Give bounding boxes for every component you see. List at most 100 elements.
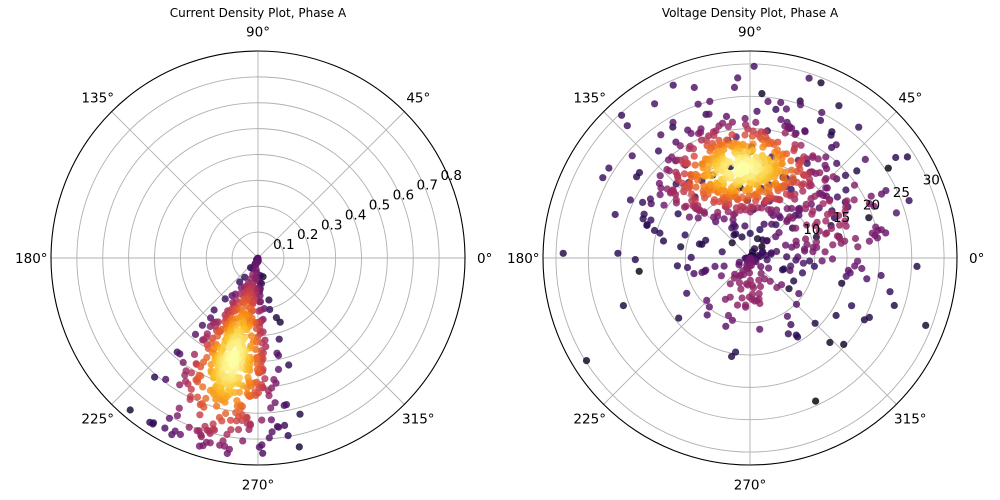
scatter-point bbox=[692, 183, 700, 191]
voltage-tick-labels: 0° 45° 90° 135° 180° 225° 270° 315° 10 15 20 25 30 bbox=[507, 24, 984, 493]
scatter-point bbox=[751, 167, 759, 175]
angular-tick-label: 135° bbox=[81, 91, 114, 107]
scatter-point bbox=[877, 190, 886, 198]
scatter-point bbox=[267, 404, 275, 412]
scatter-point bbox=[623, 122, 631, 130]
scatter-point bbox=[790, 147, 798, 155]
scatter-point bbox=[255, 443, 263, 451]
angular-grid-spoke bbox=[257, 111, 405, 259]
scatter-point bbox=[799, 259, 808, 267]
scatter-point bbox=[848, 302, 856, 310]
scatter-point bbox=[886, 288, 894, 296]
scatter-point bbox=[702, 136, 710, 144]
scatter-point bbox=[803, 221, 811, 229]
scatter-point bbox=[258, 347, 266, 355]
scatter-point bbox=[181, 371, 189, 379]
angular-tick-label: 0° bbox=[969, 251, 984, 267]
scatter-point bbox=[626, 196, 635, 204]
scatter-point bbox=[718, 248, 726, 256]
scatter-point bbox=[660, 201, 668, 209]
scatter-point bbox=[812, 397, 820, 405]
scatter-point bbox=[832, 311, 840, 320]
scatter-point bbox=[763, 256, 771, 264]
scatter-point bbox=[176, 350, 184, 358]
radial-tick-label: 20 bbox=[863, 198, 880, 214]
current-tick-labels: 0° 45° 90° 135° 180° 225° 270° 315° 0.10.20.30.4… bbox=[15, 24, 492, 493]
scatter-point bbox=[640, 210, 648, 218]
scatter-point bbox=[680, 170, 689, 178]
scatter-point bbox=[745, 269, 754, 277]
scatter-point bbox=[682, 202, 690, 210]
scatter-point bbox=[274, 365, 283, 373]
scatter-point bbox=[782, 241, 790, 249]
scatter-point bbox=[841, 207, 849, 215]
scatter-point bbox=[628, 152, 636, 160]
scatter-point bbox=[732, 230, 740, 238]
scatter-point bbox=[802, 235, 810, 243]
scatter-point bbox=[179, 358, 187, 367]
scatter-point bbox=[687, 129, 695, 137]
scatter-point bbox=[810, 262, 819, 270]
scatter-point bbox=[773, 247, 781, 256]
scatter-point bbox=[694, 214, 702, 222]
scatter-point bbox=[877, 271, 885, 280]
angular-tick-label: 180° bbox=[507, 251, 540, 267]
angular-tick-label: 0° bbox=[477, 251, 492, 267]
scatter-point bbox=[825, 197, 834, 205]
scatter-point bbox=[760, 220, 768, 228]
scatter-point bbox=[582, 357, 591, 365]
scatter-point bbox=[803, 240, 811, 249]
scatter-point bbox=[669, 81, 677, 89]
scatter-point bbox=[656, 191, 664, 199]
scatter-point bbox=[681, 231, 689, 239]
scatter-point bbox=[717, 272, 726, 280]
scatter-point bbox=[816, 116, 825, 124]
current-scatter-points bbox=[126, 254, 304, 458]
scatter-point bbox=[222, 409, 230, 418]
scatter-point bbox=[755, 276, 763, 284]
scatter-point bbox=[850, 196, 858, 204]
scatter-point bbox=[785, 285, 793, 293]
scatter-point bbox=[795, 290, 803, 298]
scatter-point bbox=[270, 376, 278, 384]
scatter-point bbox=[690, 83, 698, 92]
angular-tick-label: 180° bbox=[15, 251, 48, 267]
scatter-point bbox=[694, 202, 702, 210]
scatter-point bbox=[728, 316, 737, 324]
angular-grid-spoke bbox=[749, 257, 897, 405]
scatter-point bbox=[639, 198, 647, 206]
scatter-point bbox=[209, 420, 217, 428]
scatter-point bbox=[815, 227, 823, 235]
scatter-point bbox=[749, 140, 757, 148]
scatter-point bbox=[872, 223, 880, 231]
scatter-point bbox=[840, 340, 848, 348]
scatter-point bbox=[728, 131, 736, 139]
scatter-point bbox=[756, 226, 764, 234]
polar-frame bbox=[50, 50, 466, 466]
scatter-point bbox=[726, 293, 734, 301]
scatter-point bbox=[735, 261, 743, 269]
scatter-point bbox=[741, 222, 749, 230]
scatter-point bbox=[227, 416, 235, 424]
scatter-point bbox=[812, 238, 821, 246]
scatter-point bbox=[823, 229, 831, 237]
scatter-point bbox=[228, 355, 236, 363]
scatter-point bbox=[865, 313, 874, 321]
scatter-point bbox=[865, 200, 874, 208]
scatter-point bbox=[807, 200, 815, 208]
scatter-point bbox=[795, 161, 803, 169]
scatter-point bbox=[671, 191, 680, 199]
scatter-point bbox=[684, 159, 692, 168]
scatter-point bbox=[743, 143, 751, 151]
scatter-point bbox=[151, 373, 159, 381]
scatter-point bbox=[740, 271, 748, 279]
scatter-point bbox=[683, 289, 691, 297]
angular-tick-label: 225° bbox=[81, 411, 114, 427]
scatter-point bbox=[656, 172, 664, 180]
scatter-point bbox=[794, 253, 802, 261]
scatter-point bbox=[705, 110, 713, 118]
scatter-point bbox=[694, 100, 702, 108]
scatter-point bbox=[754, 204, 762, 212]
scatter-point bbox=[816, 169, 824, 177]
angular-tick-label: 90° bbox=[738, 24, 762, 40]
